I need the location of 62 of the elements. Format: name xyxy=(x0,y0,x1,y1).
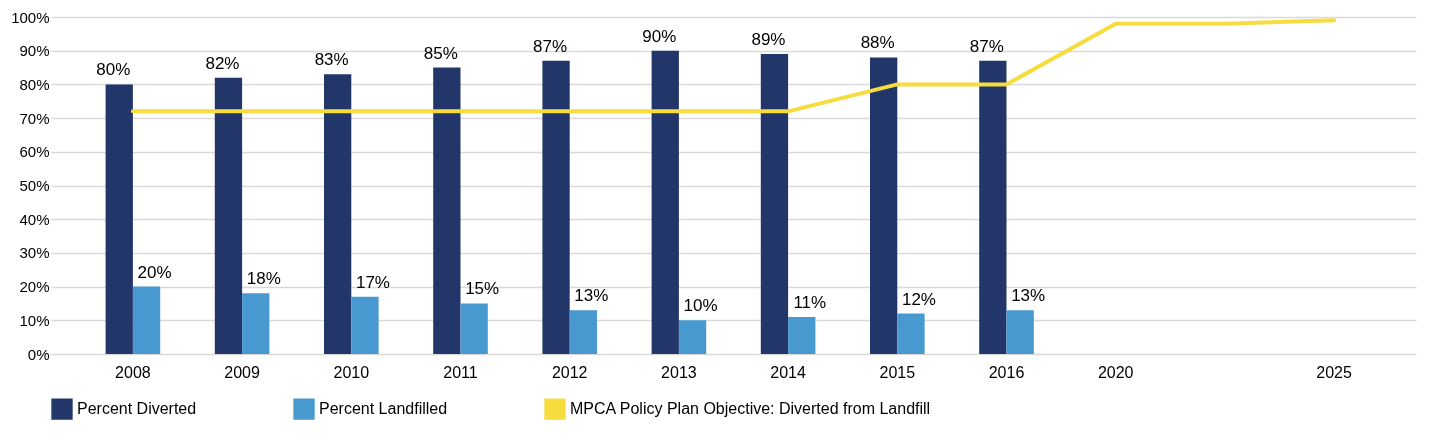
data-label: 10% xyxy=(683,296,718,316)
data-label: 13% xyxy=(574,286,609,306)
x-tick-label: 2015 xyxy=(879,363,916,381)
bar xyxy=(897,313,925,354)
x-tick-label: 2011 xyxy=(443,363,478,381)
y-tick-label: 30% xyxy=(19,244,50,262)
data-label: 85% xyxy=(423,43,458,63)
bar xyxy=(132,286,161,354)
bar xyxy=(460,303,488,354)
legend-label: MPCA Policy Plan Objective: Diverted from Landfill xyxy=(570,400,931,418)
data-label: 11% xyxy=(793,292,827,312)
legend-label: Percent Landfilled xyxy=(319,400,448,418)
y-tick-label: 50% xyxy=(19,177,50,194)
x-tick-label: 2013 xyxy=(661,363,697,381)
data-label: 17% xyxy=(355,272,390,292)
data-label: 87% xyxy=(969,36,1004,56)
x-tick-label: 2008 xyxy=(115,363,151,381)
x-tick-label: 2010 xyxy=(333,363,370,381)
bar xyxy=(569,310,597,354)
y-tick-label: 10% xyxy=(19,311,50,329)
bar xyxy=(214,77,243,354)
y-tick-label: 60% xyxy=(19,143,50,161)
bar xyxy=(242,293,270,354)
bar xyxy=(760,54,789,354)
y-tick-label: 0% xyxy=(27,345,50,363)
bar xyxy=(870,57,898,354)
data-label: 80% xyxy=(96,60,131,80)
x-tick-label: 2009 xyxy=(224,363,260,381)
bar xyxy=(542,60,570,354)
x-tick-label: 2014 xyxy=(770,363,806,381)
data-label: 12% xyxy=(901,289,936,309)
bar xyxy=(979,60,1007,354)
x-tick-label: 2012 xyxy=(551,363,588,381)
bar xyxy=(351,296,379,354)
bar xyxy=(105,84,133,354)
bar xyxy=(678,320,707,354)
data-label: 15% xyxy=(465,279,500,299)
y-tick-label: 70% xyxy=(19,109,50,127)
legend-label: Percent Diverted xyxy=(77,400,197,418)
data-label: 89% xyxy=(751,30,786,50)
data-label: 18% xyxy=(246,269,281,289)
y-tick-label: 90% xyxy=(19,42,50,60)
bar xyxy=(1006,310,1034,354)
bar xyxy=(324,74,352,354)
line-series xyxy=(130,18,1337,114)
bar xyxy=(651,50,679,354)
x-tick-label: 2016 xyxy=(988,363,1025,381)
y-tick-label: 80% xyxy=(19,75,50,93)
x-tick-label: 2025 xyxy=(1316,363,1352,381)
x-tick-label: 2020 xyxy=(1097,363,1134,381)
data-label: 13% xyxy=(1011,286,1046,306)
y-tick-label: 40% xyxy=(19,210,50,228)
data-label: 82% xyxy=(205,53,240,73)
y-tick-label: 20% xyxy=(19,278,50,296)
bar xyxy=(788,316,816,354)
bar xyxy=(433,67,461,354)
y-tick-label: 100% xyxy=(11,8,50,26)
data-label: 87% xyxy=(533,36,568,56)
data-label: 88% xyxy=(860,33,895,53)
data-label: 83% xyxy=(314,50,349,70)
data-label: 90% xyxy=(642,26,677,46)
data-label: 20% xyxy=(137,262,172,282)
